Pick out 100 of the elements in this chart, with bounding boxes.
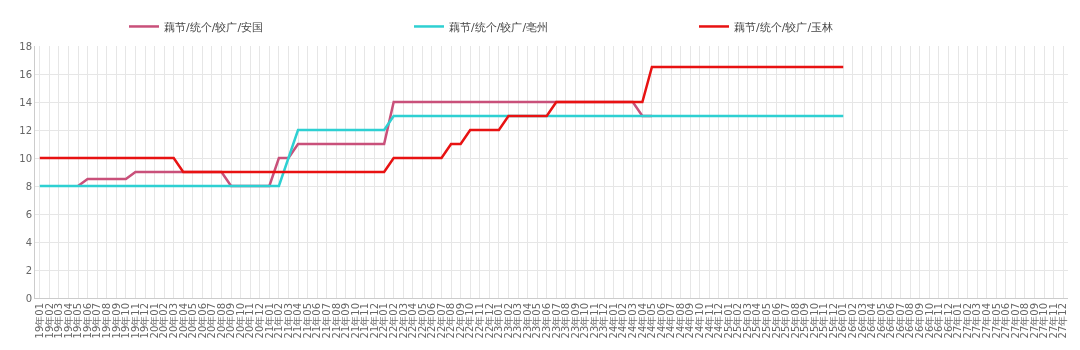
x-tick-label: 26年05 [875, 303, 887, 339]
x-tick-label: 27年08 [1019, 303, 1031, 339]
x-tick-label: 20年10 [234, 303, 246, 339]
x-tick-label: 25年07 [780, 303, 792, 339]
legend-label: 藕节/统个/较广/玉林 [734, 20, 834, 34]
x-tick-label: 22年05 [416, 303, 428, 339]
x-tick-label: 20年05 [187, 303, 199, 339]
x-tick-label: 24年08 [674, 303, 686, 339]
x-tick-label: 23年05 [531, 303, 543, 339]
y-tick-label: 16 [19, 68, 32, 80]
y-tick-label: 4 [25, 236, 32, 248]
x-tick-label: 24年07 [665, 303, 677, 339]
x-tick-label: 27年03 [971, 303, 983, 339]
x-tick-label: 19年02 [43, 303, 55, 339]
x-tick-label: 26年11 [933, 303, 945, 339]
x-tick-label: 25年02 [732, 303, 744, 339]
x-tick-label: 22年01 [378, 303, 390, 339]
x-tick-label: 24年10 [694, 303, 705, 339]
x-tick-label: 25年03 [741, 303, 753, 339]
y-tick-label: 6 [25, 208, 32, 220]
x-tick-label: 26年01 [837, 303, 849, 339]
y-tick-label: 0 [25, 292, 32, 304]
x-tick-label: 23年06 [540, 303, 552, 339]
x-tick-label: 26年06 [885, 303, 897, 339]
x-tick-label: 22年08 [445, 303, 457, 339]
x-tick-label: 24年04 [636, 303, 648, 339]
x-tick-label: 23年10 [579, 303, 591, 339]
x-tick-label: 27年02 [961, 303, 973, 339]
x-tick-label: 27年11 [1047, 303, 1059, 339]
x-tick-label: 23年07 [550, 303, 562, 339]
x-tick-label: 21年09 [340, 303, 352, 339]
x-tick-label: 23年03 [512, 303, 524, 339]
x-tick-label: 25年06 [770, 303, 782, 339]
x-tick-label: 26年12 [942, 303, 954, 339]
x-tick-label: 19年05 [72, 303, 84, 339]
x-tick-label: 19年09 [110, 303, 122, 339]
x-tick-label: 24年06 [655, 303, 667, 339]
x-tick-label: 21年04 [292, 303, 304, 339]
x-tick-label: 23年04 [521, 303, 533, 339]
x-tick-label: 20年01 [148, 303, 160, 339]
x-tick-label: 22年03 [397, 303, 409, 339]
x-tick-label: 26年03 [856, 303, 868, 339]
x-tick-label: 21年10 [349, 303, 361, 339]
x-tick-label: 27年09 [1028, 303, 1040, 339]
x-tick-label: 27年04 [980, 303, 992, 339]
y-tick-label: 8 [25, 180, 32, 192]
x-tick-label: 20年06 [196, 303, 208, 339]
x-tick-label: 19年01 [34, 303, 46, 339]
x-tick-label: 19年10 [120, 303, 132, 339]
x-tick-label: 20年09 [225, 303, 237, 339]
x-tick-label: 19年07 [91, 303, 103, 339]
x-tick-label: 24年09 [684, 303, 696, 339]
x-tick-label: 23年02 [502, 303, 514, 339]
x-tick-label: 23年09 [569, 303, 581, 339]
x-tick-label: 21年08 [330, 303, 342, 339]
y-tick-label: 14 [19, 96, 32, 108]
x-tick-label: 25年09 [799, 303, 811, 339]
x-tick-label: 19年04 [62, 303, 74, 339]
x-tick-label: 27年07 [1009, 303, 1021, 339]
x-tick-label: 19年08 [100, 303, 112, 339]
x-tick-label: 22年07 [435, 303, 447, 339]
y-tick-label: 2 [25, 264, 32, 276]
x-tick-label: 27年05 [990, 303, 1002, 339]
x-tick-label: 21年12 [368, 303, 380, 339]
x-tick-label: 25年10 [808, 303, 820, 339]
x-tick-label: 20年12 [254, 303, 266, 339]
line-series [38, 114, 845, 188]
x-tick-label: 20年03 [167, 303, 179, 339]
x-tick-label: 24年12 [713, 303, 725, 339]
y-tick-label: 10 [19, 152, 32, 164]
x-tick-label: 27年06 [1000, 303, 1012, 339]
x-tick-label: 26年08 [904, 303, 916, 339]
x-tick-label: 25年11 [818, 303, 830, 339]
x-tick-label: 25年04 [751, 303, 763, 339]
x-tick-label: 27年01 [952, 303, 964, 339]
x-tick-label: 26年07 [894, 303, 906, 339]
x-tick-label: 20年04 [177, 303, 189, 339]
x-tick-label: 24年11 [703, 303, 715, 339]
x-tick-label: 20年08 [215, 303, 227, 339]
x-tick-label: 19年06 [81, 303, 93, 339]
x-tick-label: 22年10 [464, 303, 476, 339]
x-tick-label: 22年09 [454, 303, 466, 339]
x-tick-label: 21年07 [320, 303, 332, 339]
legend-label: 藕节/统个/较广/亳州 [449, 20, 549, 34]
line-series [38, 65, 845, 174]
x-tick-label: 25年08 [789, 303, 801, 339]
x-tick-label: 23年01 [493, 303, 505, 339]
x-tick-label: 26年04 [866, 303, 878, 339]
x-tick-label: 24年05 [646, 303, 658, 339]
x-tick-label: 27年10 [1038, 303, 1050, 339]
x-tick-label: 25年01 [722, 303, 734, 339]
x-tick-label: 25年12 [827, 303, 839, 339]
x-tick-label: 19年12 [139, 303, 151, 339]
x-tick-label: 24年01 [607, 303, 619, 339]
x-tick-label: 22年11 [474, 303, 486, 339]
x-tick-label: 21年06 [311, 303, 323, 339]
x-tick-label: 21年03 [282, 303, 294, 339]
y-tick-label: 18 [19, 40, 32, 52]
x-tick-label: 19年11 [129, 303, 141, 339]
x-tick-label: 23年08 [560, 303, 572, 339]
